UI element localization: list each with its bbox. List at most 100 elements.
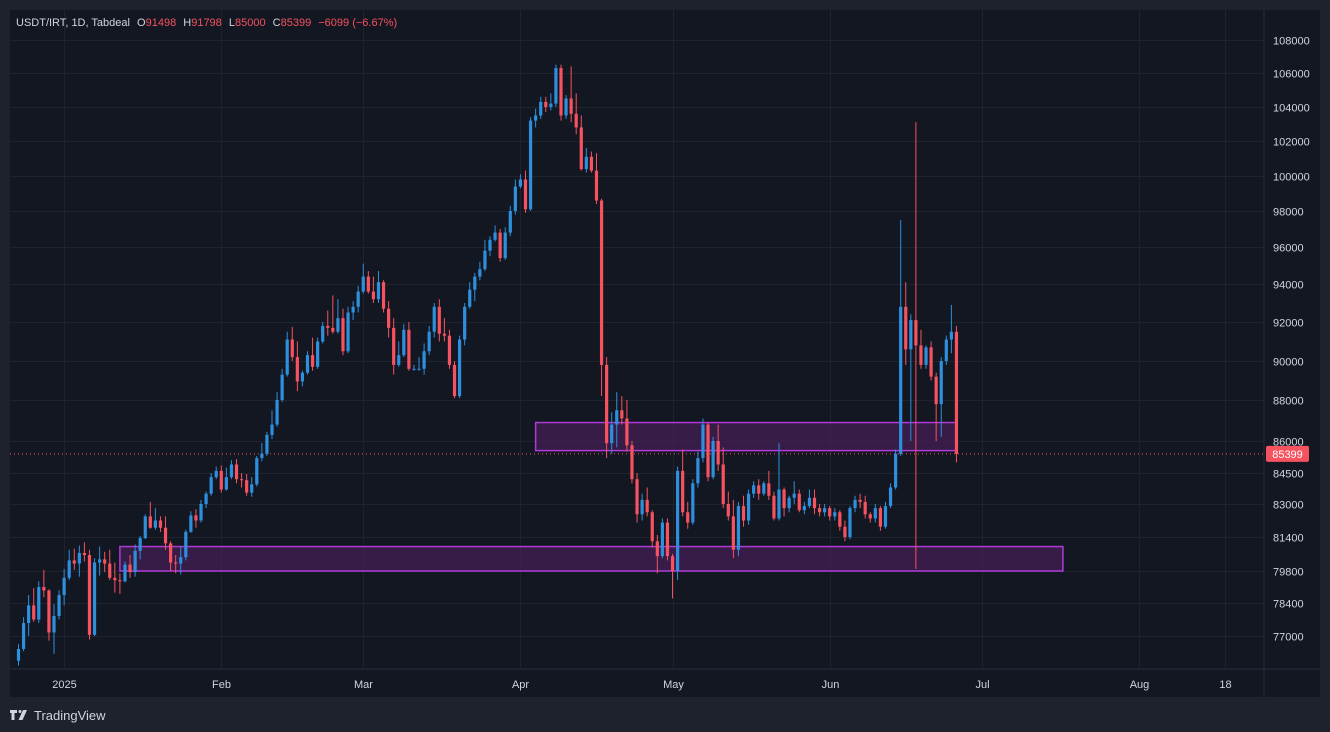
candle [82, 542, 87, 562]
candle [250, 477, 254, 497]
y-tick-label: 81400 [1273, 533, 1304, 545]
candle-body [549, 103, 553, 107]
candle [858, 493, 862, 509]
candle-body [736, 506, 741, 550]
legend-open-label: O [137, 17, 146, 29]
candle [371, 276, 375, 303]
tradingview-brand[interactable]: TradingView [10, 706, 106, 724]
candle [534, 108, 538, 128]
candle-body [341, 318, 345, 352]
x-tick-label: Jul [975, 679, 989, 691]
candle-body [204, 493, 208, 504]
candle-body [336, 318, 340, 332]
candle-body [153, 520, 157, 528]
candle-body [260, 453, 264, 459]
last-price-value: 85399 [1272, 449, 1303, 461]
candle-body [483, 250, 487, 270]
candle [113, 562, 117, 593]
candle [518, 174, 523, 189]
candle-body [802, 506, 806, 511]
candle-body [731, 516, 735, 550]
candle-body [904, 306, 908, 350]
plot-area[interactable] [10, 10, 1320, 697]
candle-body [599, 200, 604, 365]
candle-body [270, 424, 274, 435]
candle-body [397, 355, 401, 365]
candle [665, 518, 670, 561]
candle [270, 410, 274, 439]
candle [27, 595, 31, 636]
candle [731, 499, 735, 559]
candle-body [843, 526, 847, 537]
candle-body [691, 483, 695, 523]
candle [569, 66, 573, 123]
candle-body [741, 506, 746, 521]
candle-body [21, 623, 26, 649]
candle-body [949, 331, 953, 340]
candle [574, 93, 578, 135]
candle-body [792, 493, 796, 498]
y-tick-label: 102000 [1273, 137, 1310, 149]
legend-symbol: USDT/IRT [16, 17, 66, 29]
candle [478, 261, 482, 281]
candle-body [934, 376, 938, 405]
candle-body [848, 508, 852, 537]
candle-body [402, 329, 406, 356]
candle-body [381, 282, 386, 309]
candle-body [817, 508, 822, 513]
candle-body [873, 508, 877, 519]
time-axis[interactable]: 2025 Feb Mar Apr May Jun Jul Aug 18 [52, 679, 1231, 691]
candle-body [209, 477, 213, 494]
candle [493, 225, 497, 242]
candle-body [437, 306, 441, 334]
candle-body [376, 282, 381, 300]
candle [103, 551, 107, 573]
candle [909, 314, 913, 441]
candle [128, 555, 132, 578]
candle-body [782, 489, 786, 509]
candle [711, 436, 715, 480]
price-axis[interactable]: 108000 106000 104000 102000 100000 98000 96000… [1273, 36, 1310, 644]
candle-body [508, 211, 512, 233]
candle-body [67, 560, 71, 578]
candle [655, 534, 659, 574]
candle [670, 554, 675, 599]
last-price-badge [1266, 445, 1309, 462]
last-price-label: 85399 [1266, 445, 1309, 462]
candle-body [868, 514, 872, 519]
candle-body [255, 458, 259, 485]
support-zone [119, 545, 1064, 572]
candle [321, 322, 325, 344]
candle-body [584, 156, 588, 169]
candle [934, 372, 938, 441]
candle [138, 535, 142, 560]
candle-body [427, 331, 431, 352]
candle [706, 422, 710, 482]
candle-body [128, 564, 132, 573]
candle-body [108, 563, 112, 578]
candle [442, 318, 446, 342]
candle [87, 549, 92, 640]
candle-body [478, 269, 482, 277]
legend-close-label: C [272, 17, 281, 29]
candle [234, 459, 239, 484]
candle-body [305, 355, 310, 373]
candle [544, 96, 548, 113]
candle [57, 590, 61, 620]
candle [331, 295, 335, 334]
candle-body [98, 559, 102, 563]
candle [701, 418, 705, 463]
candle [899, 220, 903, 456]
candle [686, 501, 690, 529]
candle-body [762, 483, 766, 494]
legend-low-value: 85000 [234, 17, 266, 29]
candle [326, 310, 330, 336]
candle-body [72, 560, 76, 564]
candle [615, 392, 619, 448]
candle [833, 508, 837, 521]
candle-body [326, 325, 330, 328]
candle-body [52, 615, 56, 633]
candle-body [219, 470, 223, 490]
candle [37, 581, 41, 624]
